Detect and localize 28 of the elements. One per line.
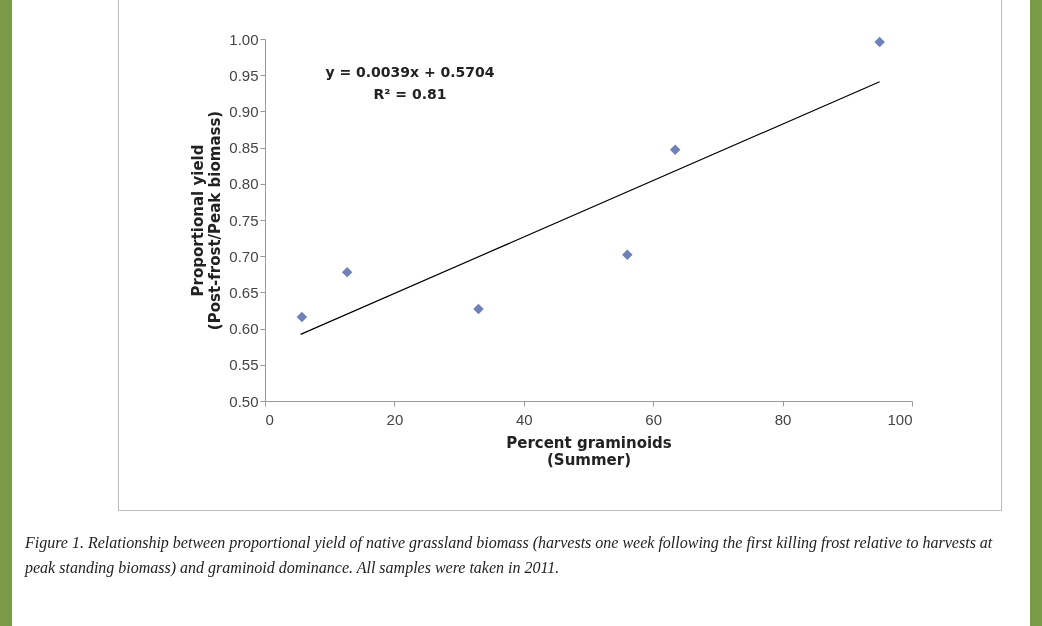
x-tick-label: 40 — [515, 410, 533, 428]
x-tick-label: 80 — [774, 410, 792, 428]
y-tick-label: 0.75 — [229, 211, 259, 229]
point — [341, 266, 353, 278]
y-tick-label: 0.95 — [229, 66, 259, 84]
y-tick-label: 0.85 — [229, 139, 259, 157]
y-tick-label: 0.65 — [229, 283, 259, 301]
y-tick-label: 0.90 — [229, 102, 259, 120]
point — [669, 144, 681, 156]
y-tick-label: 0.50 — [229, 392, 259, 410]
point — [622, 249, 633, 260]
annotation: R² = 0.81 — [372, 86, 448, 102]
annotation: y = 0.0039x + 0.5704 — [324, 64, 496, 80]
y-tick-label: 0.55 — [229, 356, 259, 374]
y-tick-label: 0.70 — [229, 247, 259, 265]
y-tick-label: 1.00 — [229, 30, 259, 48]
y-tick-label: 0.60 — [229, 320, 259, 338]
point — [874, 36, 885, 48]
x-tick-label: 100 — [887, 410, 913, 428]
x-tick-label: 60 — [645, 410, 663, 428]
x-tick-label: 20 — [386, 410, 404, 428]
point — [473, 303, 484, 315]
y-axis-title: Proportional yield (Post-frost/Peak biomass) — [189, 110, 225, 331]
caption: Figure 1. Relationship between proportional yield of native grassland biomass (harvests one week following the first killing frost relative to harvests at peak standing biomass) and graminoid dominance. All samples were taken in 2011. — [25, 533, 994, 579]
x-tick-label: 0 — [265, 410, 274, 428]
y-tick-label: 0.80 — [229, 175, 259, 193]
point — [296, 311, 308, 323]
x-axis-title: Percent graminoids (Summer) — [506, 433, 672, 469]
